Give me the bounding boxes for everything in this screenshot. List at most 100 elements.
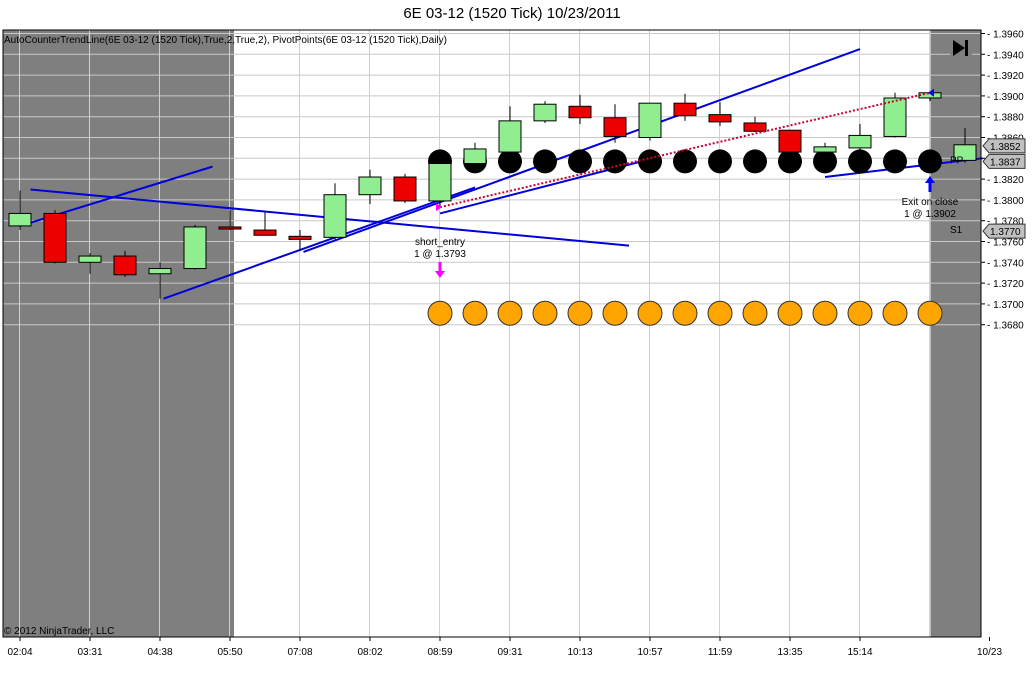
candle-body-4 bbox=[148, 268, 172, 275]
session-shade-0 bbox=[3, 30, 234, 637]
x-tick-label-7: 09:31 bbox=[497, 647, 522, 658]
exit-fill-marker bbox=[928, 88, 934, 97]
candle-5 bbox=[183, 224, 207, 270]
s1-dot-20 bbox=[707, 300, 733, 326]
candle-body-11 bbox=[393, 176, 417, 202]
pivot-dot-19 bbox=[673, 149, 697, 174]
x-tick-label-0: 02:04 bbox=[7, 647, 32, 658]
s1-dot-16 bbox=[567, 300, 593, 326]
candles bbox=[8, 92, 977, 299]
y-tick-label-2: - 1.3920 bbox=[987, 71, 1024, 82]
candle-15 bbox=[533, 101, 557, 123]
s1-dot-17 bbox=[602, 300, 628, 326]
x-tick-label-5: 08:02 bbox=[357, 647, 382, 658]
x-tick-label-12: 15:14 bbox=[847, 647, 872, 658]
x-tick-label-4: 07:08 bbox=[287, 647, 312, 658]
candle-17 bbox=[603, 104, 627, 143]
price-label-box-0 bbox=[982, 138, 1026, 154]
level-label-s1: S1 bbox=[950, 225, 963, 236]
candle-24 bbox=[848, 123, 872, 154]
s1-dot-19 bbox=[672, 300, 698, 326]
candle-20 bbox=[708, 102, 732, 127]
level-label-pp: PP bbox=[950, 155, 964, 166]
candle-0 bbox=[8, 190, 32, 231]
y-tick-label-4: - 1.3880 bbox=[987, 113, 1024, 124]
s1-dot-14 bbox=[497, 300, 523, 326]
candle-body-15 bbox=[533, 103, 557, 122]
candle-body-20 bbox=[708, 114, 732, 123]
candle-12 bbox=[428, 161, 452, 208]
s1-dot-18 bbox=[637, 300, 663, 326]
pivot-dot-17 bbox=[603, 149, 627, 174]
exit-arrow-head bbox=[925, 176, 935, 183]
pivot-dot-14 bbox=[498, 149, 522, 174]
candle-6 bbox=[218, 210, 242, 231]
y-tick-label-8: - 1.3800 bbox=[987, 196, 1024, 207]
x-tick-label-8: 10:13 bbox=[567, 647, 592, 658]
x-tick-label-13: 10/23 bbox=[977, 647, 1002, 658]
entry-arrow-head bbox=[435, 271, 445, 278]
axes bbox=[2, 29, 982, 638]
price-label-box-1 bbox=[982, 153, 1026, 169]
price-label-box-2 bbox=[982, 223, 1026, 239]
x-tick-label-1: 03:31 bbox=[77, 647, 102, 658]
price-label-2: 1.3770 bbox=[982, 223, 1026, 239]
pivot-dot-16 bbox=[568, 149, 592, 174]
exit-detail: 1 @ 1.3902 bbox=[904, 209, 956, 220]
session-shade-1 bbox=[930, 30, 981, 637]
candle-14 bbox=[498, 106, 522, 159]
price-label-0: 1.3852 bbox=[982, 138, 1026, 154]
candle-body-12 bbox=[428, 163, 452, 202]
y-tick-label-10: - 1.3760 bbox=[987, 238, 1024, 249]
candle-body-23 bbox=[813, 146, 837, 153]
y-tick-label-9: - 1.3780 bbox=[987, 217, 1024, 228]
candle-body-14 bbox=[498, 120, 522, 153]
trend-line-2 bbox=[163, 186, 476, 300]
s1-dot-25 bbox=[882, 300, 908, 326]
y-tick-label-12: - 1.3720 bbox=[987, 279, 1024, 290]
price-label-1: 1.3837 bbox=[982, 153, 1026, 169]
entry-label: short_entry bbox=[415, 237, 465, 248]
candle-body-16 bbox=[568, 105, 592, 119]
candle-3 bbox=[113, 250, 137, 277]
candle-19 bbox=[673, 93, 697, 121]
candle-body-2 bbox=[78, 255, 102, 263]
x-tick-label-2: 04:38 bbox=[147, 647, 172, 658]
candle-23 bbox=[813, 142, 837, 161]
y-tick-label-3: - 1.3900 bbox=[987, 92, 1024, 103]
y-tick-label-0: - 1.3960 bbox=[987, 30, 1024, 41]
pivot-dots bbox=[427, 149, 943, 326]
candle-1 bbox=[43, 210, 67, 264]
entry-fill-marker bbox=[436, 203, 442, 212]
skip-to-end-icon[interactable] bbox=[950, 38, 972, 58]
pivot-dot-23 bbox=[813, 149, 837, 174]
candle-body-6 bbox=[218, 226, 242, 230]
candle-body-27 bbox=[953, 144, 977, 161]
pivot-dot-20 bbox=[708, 149, 732, 174]
price-label-text-2: 1.3770 bbox=[990, 227, 1021, 238]
candle-18 bbox=[638, 102, 662, 141]
candle-body-19 bbox=[673, 102, 697, 117]
session-shading bbox=[3, 30, 981, 637]
plot-border bbox=[2, 29, 982, 638]
pivot-dot-22 bbox=[778, 149, 802, 174]
candle-body-9 bbox=[323, 194, 347, 238]
pivot-dot-26 bbox=[918, 149, 942, 174]
x-tick-label-3: 05:50 bbox=[217, 647, 242, 658]
price-label-text-0: 1.3852 bbox=[990, 142, 1021, 153]
candle-body-17 bbox=[603, 117, 627, 137]
s1-dot-13 bbox=[462, 300, 488, 326]
entry-detail: 1 @ 1.3793 bbox=[414, 249, 466, 260]
candle-body-18 bbox=[638, 102, 662, 138]
x-axis-ticks: 02:04 03:31 04:38 05:50 07:08 08:02 08:59 09:31… bbox=[7, 637, 1002, 658]
indicators-label: AutoCounterTrendLine(6E 03-12 (1520 Tick… bbox=[4, 35, 447, 46]
y-tick-label-1: - 1.3940 bbox=[987, 50, 1024, 61]
pivot-dot-24 bbox=[848, 149, 872, 174]
candle-16 bbox=[568, 94, 592, 124]
candle-11 bbox=[393, 173, 417, 204]
candle-2 bbox=[78, 252, 102, 274]
candle-8 bbox=[288, 230, 312, 251]
s1-dot-26 bbox=[917, 300, 943, 326]
